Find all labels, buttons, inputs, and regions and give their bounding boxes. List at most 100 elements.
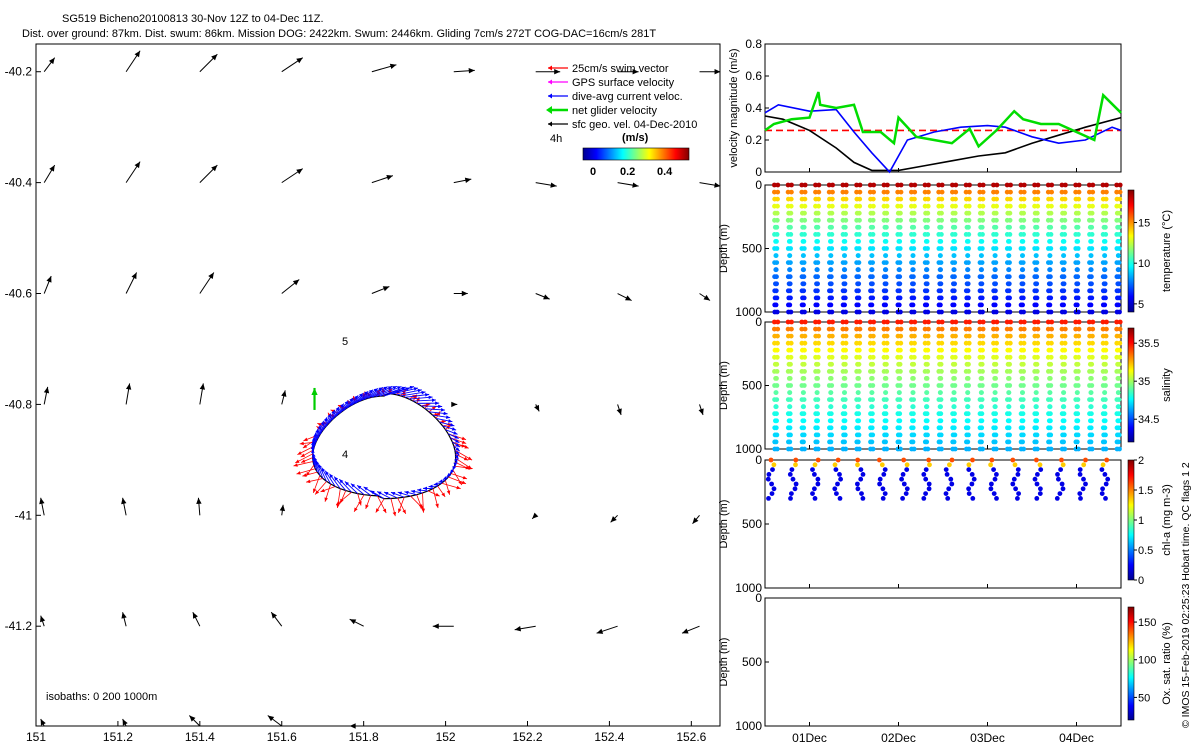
profile-point xyxy=(943,491,949,496)
profile-point xyxy=(969,481,975,487)
colorbar-label: temperature (°C) xyxy=(1161,210,1173,292)
profile-point xyxy=(1045,189,1051,195)
profile-point xyxy=(994,203,999,209)
profile-point xyxy=(787,274,793,280)
profile-point xyxy=(945,496,951,501)
profile-point xyxy=(1035,196,1041,202)
time-axis-ticks: 01Dec 02Dec 03Dec 04Dec xyxy=(792,168,1094,745)
profile-point xyxy=(1021,217,1027,223)
profile-point xyxy=(1087,189,1092,195)
profile-point xyxy=(923,295,929,301)
profile-point xyxy=(841,295,846,301)
profile-point xyxy=(895,189,901,195)
dac-vector-arrow xyxy=(359,387,384,402)
profile-point xyxy=(978,295,983,301)
dac-vector-arrow xyxy=(396,388,422,396)
profile-point xyxy=(911,411,916,417)
profile-point xyxy=(800,404,806,410)
profile-point xyxy=(992,404,998,410)
geo-vector-arrow-head xyxy=(131,272,137,280)
profile-point xyxy=(772,446,778,452)
profile-point xyxy=(1086,319,1092,325)
map-x-tick-label: 152.4 xyxy=(594,730,624,744)
profile-point xyxy=(1103,481,1109,487)
profile-point xyxy=(769,481,774,487)
profile-point xyxy=(883,411,889,417)
map-x-tick-label: 152 xyxy=(436,730,456,744)
profile-point xyxy=(977,309,983,315)
profile-point xyxy=(830,182,835,188)
profile-point xyxy=(1035,354,1040,360)
profile-point xyxy=(1078,496,1083,501)
profile-point xyxy=(881,326,887,332)
time-annotation-5: 5 xyxy=(342,336,348,348)
swim-vector-arrow xyxy=(427,490,440,497)
dac-vector-arrow xyxy=(350,483,365,495)
profile-point xyxy=(992,418,997,424)
geo-vector-arrow xyxy=(199,383,206,405)
profile-point xyxy=(884,232,890,237)
profile-point xyxy=(1086,182,1092,188)
swim-vector-arrow-head xyxy=(358,501,362,506)
profile-point xyxy=(953,196,958,202)
dac-vector-arrow-head xyxy=(397,386,402,390)
swim-vector-arrow xyxy=(300,449,314,458)
dac-vector-arrow-head xyxy=(454,458,458,464)
profile-point xyxy=(1076,203,1082,209)
profile-point xyxy=(1103,203,1109,209)
profile-point xyxy=(854,319,859,325)
profile-point xyxy=(966,340,972,346)
profile-point xyxy=(828,404,833,410)
profile-point xyxy=(979,390,984,395)
profile-point xyxy=(855,439,861,445)
profile-point xyxy=(880,486,886,492)
profile-point xyxy=(895,295,901,301)
profile-point xyxy=(898,340,904,346)
profile-point xyxy=(1033,281,1038,287)
profile-point xyxy=(1100,189,1106,195)
profile-point xyxy=(980,210,985,216)
profile-point xyxy=(870,210,876,216)
profile-point xyxy=(925,217,931,223)
profile-point xyxy=(922,182,928,188)
profile-point xyxy=(1021,354,1027,360)
profile-point xyxy=(1076,182,1082,188)
profile-point xyxy=(1020,397,1026,402)
dac-vector-arrow xyxy=(421,404,443,409)
dac-vector-arrow xyxy=(400,390,426,397)
dac-vector-arrow-shaft xyxy=(342,392,364,411)
swim-vector-arrow xyxy=(390,498,397,517)
profile-point xyxy=(1047,404,1052,410)
profile-point xyxy=(953,203,958,209)
profile-point xyxy=(801,439,806,445)
swim-vector-arrow-head xyxy=(365,504,369,509)
geo-vector-arrow xyxy=(192,611,201,627)
profile-point xyxy=(884,210,890,216)
profile-point xyxy=(1117,340,1123,346)
profile-point xyxy=(772,319,777,325)
profile-point xyxy=(1116,439,1121,445)
profile-point xyxy=(912,182,918,188)
profile-point xyxy=(884,224,889,230)
profile-point xyxy=(966,467,972,472)
colorbar-tick-label: 35 xyxy=(1138,376,1150,388)
profile-point xyxy=(884,347,890,353)
map-x-tick-label: 151 xyxy=(26,730,46,744)
profile-point xyxy=(939,189,945,195)
profile-point xyxy=(1034,224,1040,230)
profile-point xyxy=(1103,347,1109,353)
geo-vector-arrow xyxy=(40,615,46,627)
dac-vector-arrow xyxy=(442,476,449,481)
profile-point xyxy=(1101,432,1107,438)
dac-vector-arrow xyxy=(354,388,379,404)
profile-point xyxy=(1089,217,1095,223)
profile-point xyxy=(898,203,904,209)
dac-vector-arrow xyxy=(439,421,455,427)
time-tick-label: 01Dec xyxy=(792,731,827,745)
profile-point xyxy=(897,260,903,265)
profile-point xyxy=(1103,383,1108,388)
profile-point xyxy=(1032,309,1038,315)
profile-point xyxy=(815,260,821,265)
profile-point xyxy=(1034,457,1039,463)
profile-point xyxy=(793,481,799,487)
